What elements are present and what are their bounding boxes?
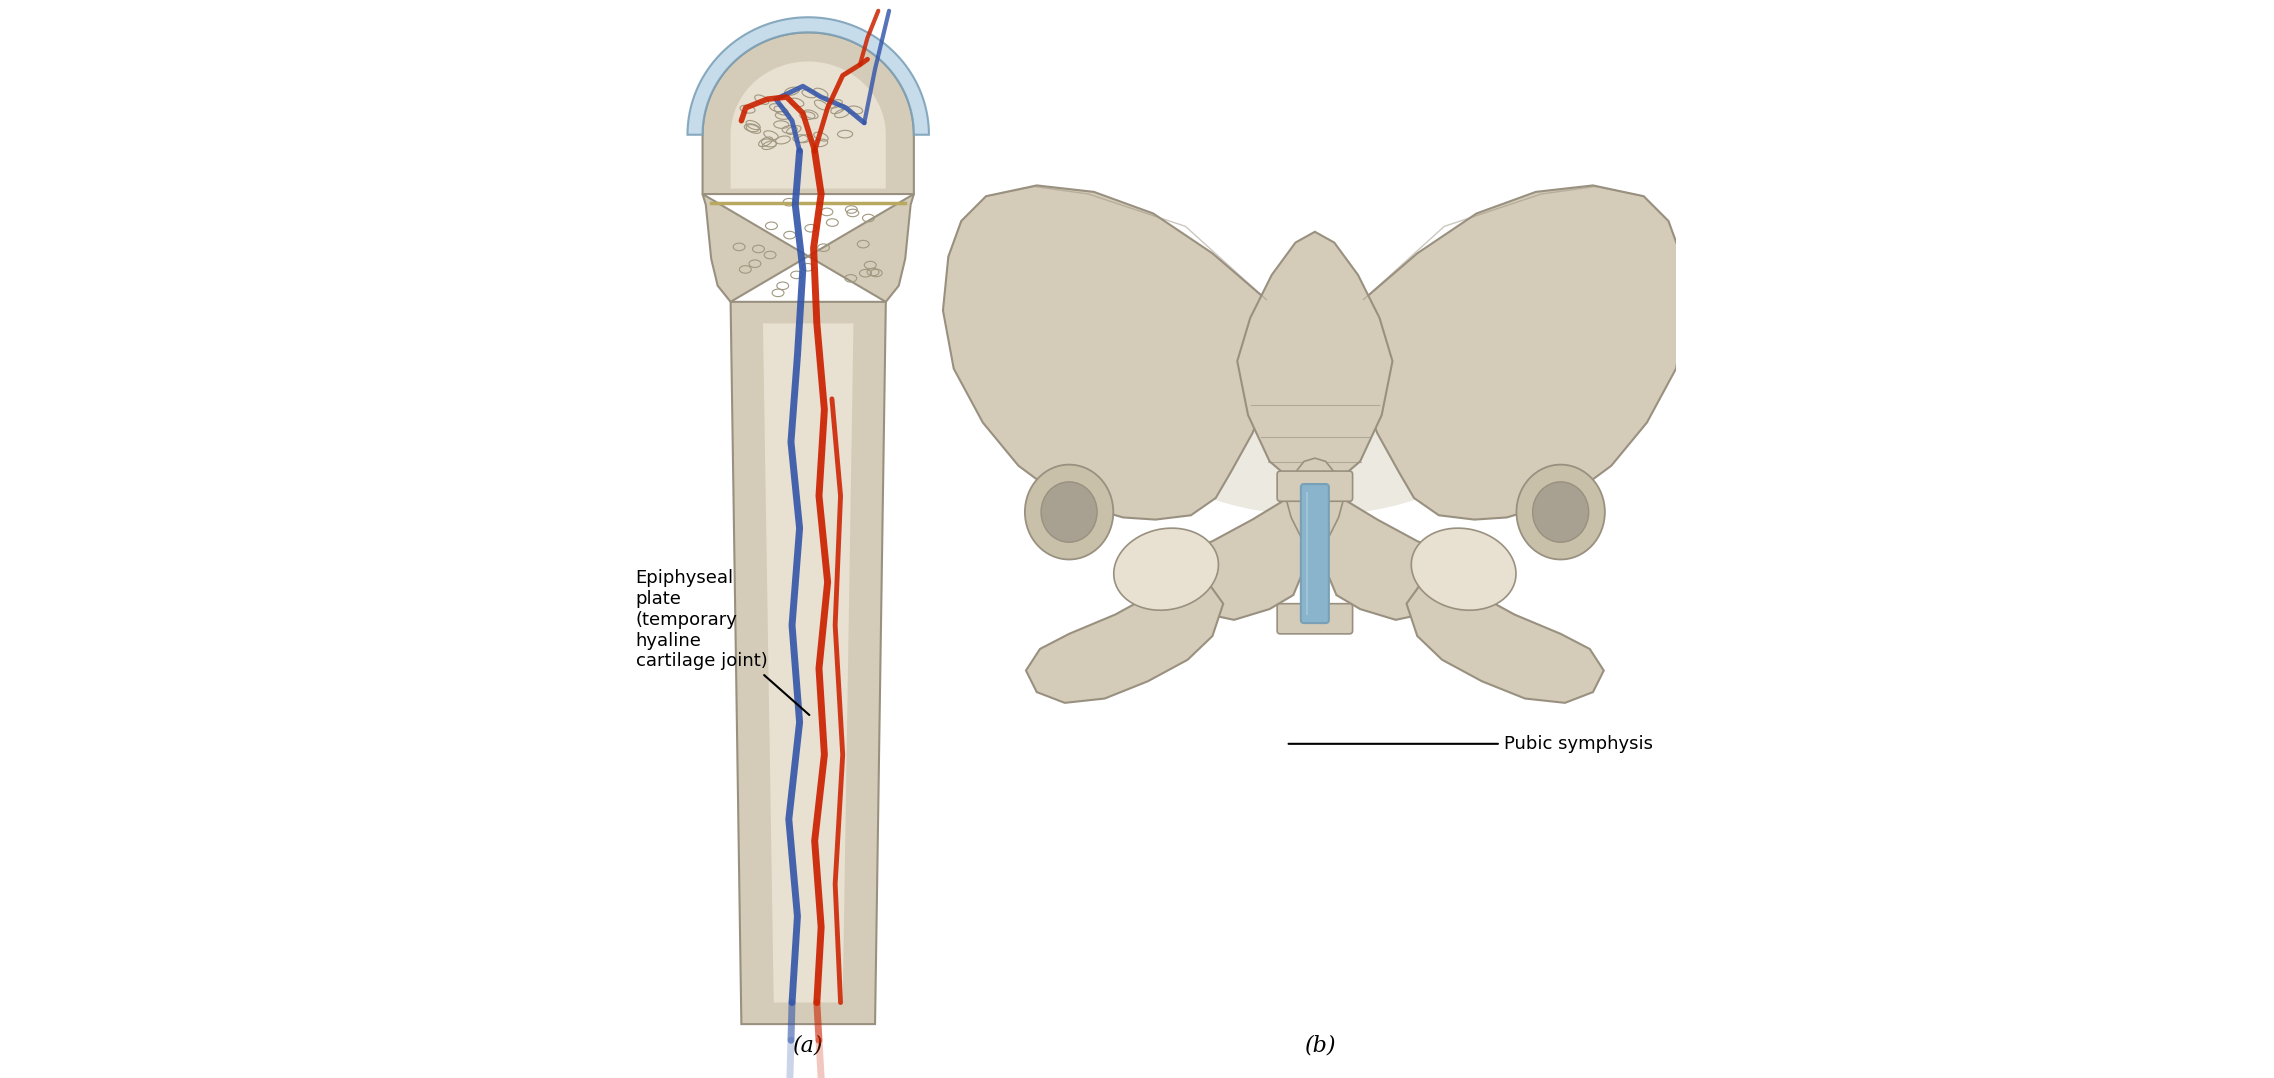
Ellipse shape bbox=[1041, 482, 1096, 542]
Text: (b): (b) bbox=[1305, 1035, 1337, 1056]
Polygon shape bbox=[1323, 487, 1474, 620]
Ellipse shape bbox=[1026, 465, 1114, 559]
Polygon shape bbox=[1237, 232, 1392, 487]
Text: Epiphyseal
plate
(temporary
hyaline
cartilage joint): Epiphyseal plate (temporary hyaline cart… bbox=[637, 569, 810, 715]
Ellipse shape bbox=[1517, 465, 1605, 559]
Polygon shape bbox=[687, 17, 930, 135]
Polygon shape bbox=[1285, 458, 1344, 550]
Ellipse shape bbox=[1412, 528, 1517, 610]
Polygon shape bbox=[764, 323, 853, 1003]
Ellipse shape bbox=[1114, 528, 1219, 610]
Text: Pubic symphysis: Pubic symphysis bbox=[1289, 735, 1653, 752]
Polygon shape bbox=[703, 194, 914, 302]
Polygon shape bbox=[1328, 185, 1687, 520]
Polygon shape bbox=[1155, 487, 1305, 620]
Ellipse shape bbox=[1533, 482, 1590, 542]
Polygon shape bbox=[944, 185, 1303, 520]
FancyBboxPatch shape bbox=[1278, 471, 1353, 501]
Polygon shape bbox=[730, 61, 887, 189]
Polygon shape bbox=[1408, 569, 1603, 703]
Text: (a): (a) bbox=[794, 1035, 823, 1056]
FancyBboxPatch shape bbox=[1278, 604, 1353, 634]
FancyBboxPatch shape bbox=[1301, 484, 1328, 623]
Polygon shape bbox=[730, 302, 887, 1024]
Polygon shape bbox=[703, 32, 914, 194]
Polygon shape bbox=[1123, 304, 1508, 515]
Polygon shape bbox=[1026, 569, 1223, 703]
